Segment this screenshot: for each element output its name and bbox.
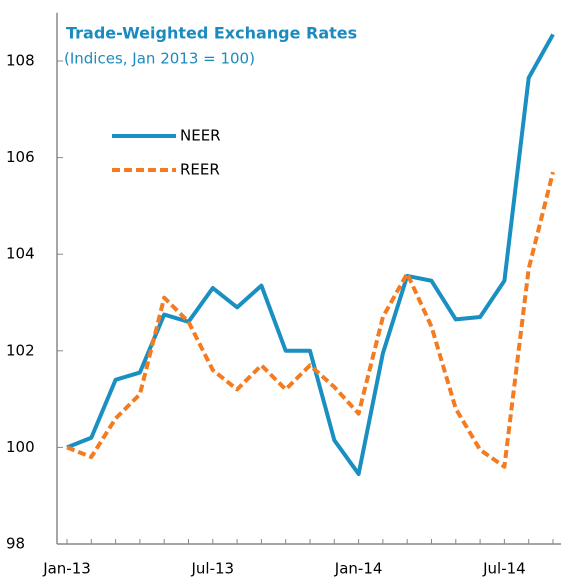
series-line [66,171,555,469]
y-tick-label: 102 [6,341,35,359]
x-tick-label: Jul-13 [190,560,234,578]
legend-label: REER [180,161,220,179]
y-tick-label: 106 [6,148,35,166]
y-tick-label: 108 [6,52,35,70]
y-tick-label: 104 [6,245,35,263]
legend-label: NEER [180,127,221,145]
chart-title: Trade-Weighted Exchange Rates [66,24,357,43]
x-tick-label: Jul-14 [482,560,526,578]
y-tick-label: 98 [6,535,25,553]
chart-subtitle: (Indices, Jan 2013 = 100) [64,50,255,68]
x-tick-label: Jan-13 [42,560,91,578]
x-tick-label: Jan-14 [334,560,383,578]
series-line [66,33,555,476]
y-tick-label: 100 [6,438,35,456]
